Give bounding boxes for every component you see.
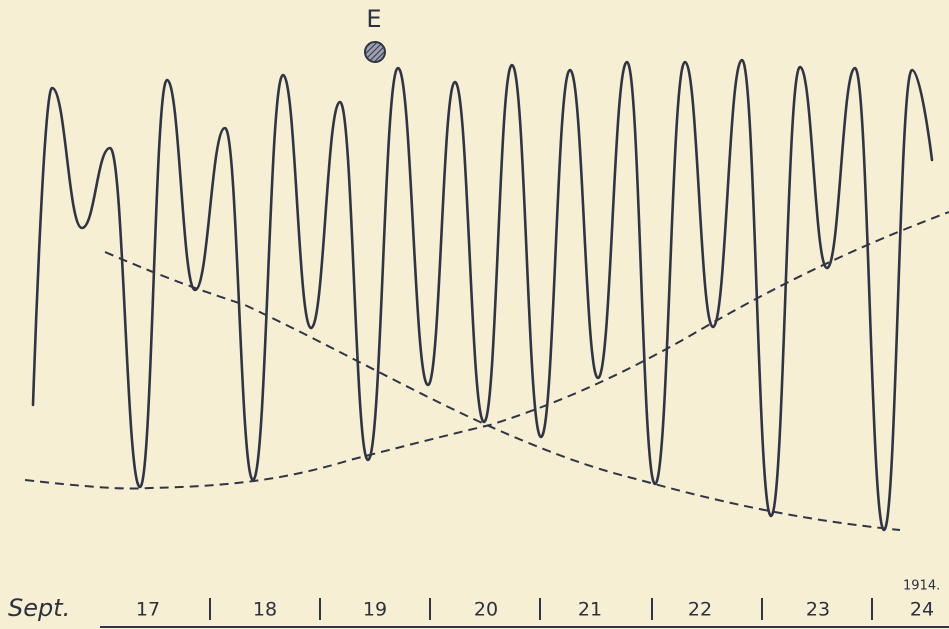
month-label: Sept. bbox=[8, 594, 70, 622]
day-label: 22 bbox=[688, 599, 712, 621]
day-label: 24 bbox=[910, 599, 934, 621]
marker-label: E bbox=[366, 5, 381, 33]
day-label: 18 bbox=[253, 599, 277, 621]
day-label: 17 bbox=[136, 599, 160, 621]
day-axis: 17 18 19 20 21 22 23 24 bbox=[136, 598, 934, 621]
year-label: 1914. bbox=[903, 579, 940, 594]
day-label: 21 bbox=[578, 599, 602, 621]
day-label: 19 bbox=[363, 599, 387, 621]
day-label: 23 bbox=[806, 599, 830, 621]
tide-curve bbox=[31, 58, 934, 532]
ascending-envelope bbox=[24, 211, 949, 490]
descending-envelope bbox=[104, 251, 901, 531]
marker-dot bbox=[364, 41, 386, 63]
day-label: 20 bbox=[474, 599, 498, 621]
